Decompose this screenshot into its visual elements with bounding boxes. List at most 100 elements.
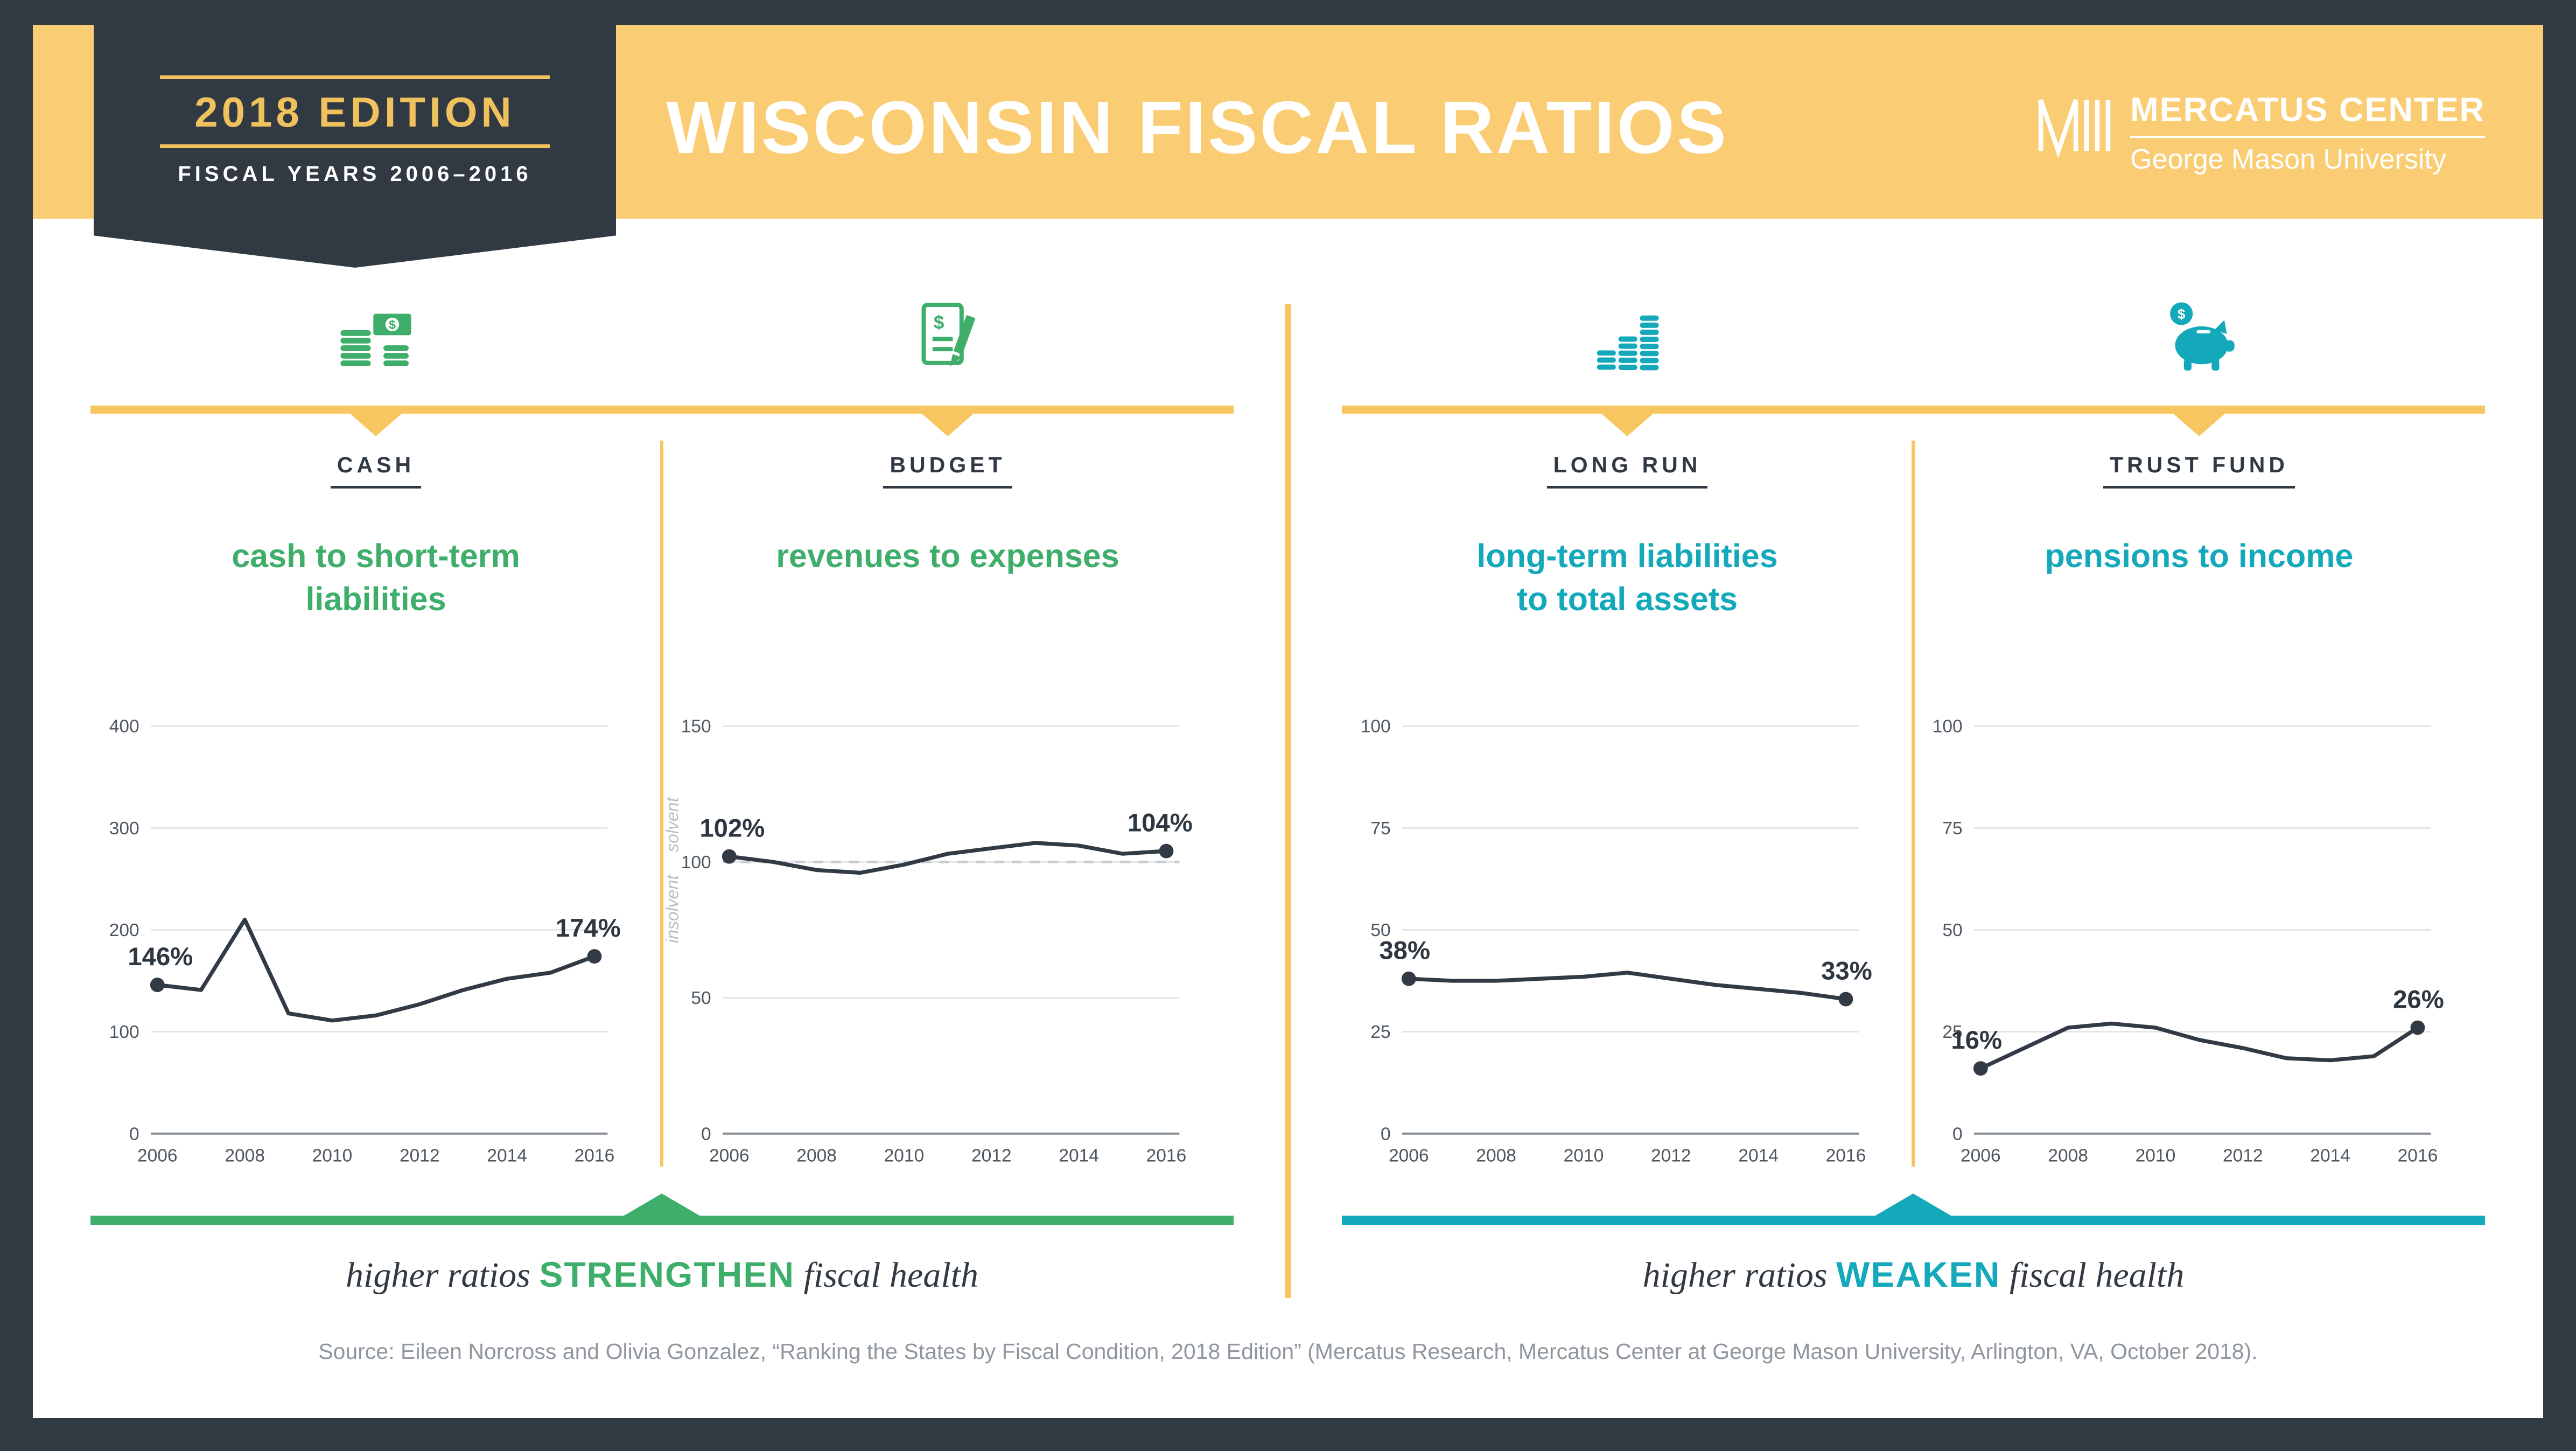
- svg-text:146%: 146%: [128, 943, 193, 971]
- svg-text:insolvent: insolvent: [663, 875, 682, 943]
- panel-long-run: LONG RUN long-term liabilities to total …: [1342, 291, 1913, 1250]
- source-citation: Source: Eileen Norcross and Olivia Gonza…: [318, 1339, 2258, 1364]
- long-run-chart: 0 25 50 75 100 2006 2008 2010 2012 2014 2016 38% 33%: [1361, 717, 1872, 1166]
- svg-text:400: 400: [109, 717, 139, 737]
- tagline-post: fiscal health: [795, 1255, 978, 1295]
- svg-text:100: 100: [1361, 717, 1391, 737]
- svg-text:2008: 2008: [225, 1146, 265, 1166]
- svg-text:200: 200: [109, 920, 139, 940]
- budget-document-icon: $: [921, 303, 976, 367]
- svg-text:2012: 2012: [1651, 1146, 1691, 1166]
- svg-text:0: 0: [701, 1124, 711, 1144]
- svg-text:2006: 2006: [137, 1146, 178, 1166]
- top-rule-left: [90, 406, 1234, 414]
- svg-text:$: $: [389, 318, 396, 332]
- chevron-down-icon: [922, 414, 974, 436]
- tagline-pre: higher ratios: [1642, 1255, 1837, 1295]
- svg-text:25: 25: [1942, 1022, 1962, 1042]
- kicker-budget: BUDGET: [662, 452, 1233, 489]
- logo-gmu-label: George Mason University: [2130, 144, 2446, 175]
- svg-text:2016: 2016: [2398, 1146, 2438, 1166]
- weaken-bar: [1342, 1216, 2485, 1225]
- svg-text:0: 0: [1952, 1124, 1963, 1144]
- svg-text:300: 300: [109, 819, 139, 839]
- svg-text:150: 150: [681, 717, 711, 737]
- trust-fund-chart: 0 25 50 75 100 2006 2008 2010 2012 2014 2016 16% 26%: [1933, 717, 2444, 1166]
- chevron-down-icon: [1601, 414, 1653, 436]
- svg-text:$: $: [2178, 307, 2185, 322]
- svg-text:2012: 2012: [400, 1146, 440, 1166]
- svg-text:100: 100: [1933, 717, 1963, 737]
- svg-text:2016: 2016: [1826, 1146, 1866, 1166]
- chevron-down-icon: [2173, 414, 2225, 436]
- fiscal-years-label: FISCAL YEARS 2006–2016: [178, 162, 532, 186]
- svg-text:50: 50: [1370, 920, 1390, 940]
- svg-text:2014: 2014: [1059, 1146, 1099, 1166]
- panel-cash: $ CASH cash to short-term liabilities 0 1…: [90, 291, 661, 1250]
- svg-text:2012: 2012: [2223, 1146, 2263, 1166]
- panel-budget: $ BUDGET revenues to expenses 0 50 100 150 2…: [662, 291, 1233, 1250]
- svg-text:2014: 2014: [487, 1146, 527, 1166]
- tagline-emphasis: STRENGTHEN: [539, 1254, 795, 1294]
- kicker-long-run: LONG RUN: [1342, 452, 1913, 489]
- svg-text:2010: 2010: [312, 1146, 353, 1166]
- cash-chart: 0 100 200 300 400 2006 2008 2010 2012 2014 2016 146…: [109, 717, 621, 1166]
- tagline-pre: higher ratios: [345, 1255, 540, 1295]
- svg-text:0: 0: [129, 1124, 139, 1144]
- coin-stacks-chart-icon: [1597, 315, 1659, 371]
- svg-text:2010: 2010: [1564, 1146, 1604, 1166]
- page-title: WISCONSIN FISCAL RATIOS: [666, 86, 1728, 169]
- mercatus-logo-mark: [2038, 99, 2111, 158]
- weaken-tagline: higher ratios WEAKEN fiscal health: [1342, 1254, 2485, 1296]
- svg-text:33%: 33%: [1821, 957, 1872, 985]
- divider-longrun-trustfund: [1912, 441, 1915, 1167]
- svg-text:2014: 2014: [2310, 1146, 2350, 1166]
- svg-text:100: 100: [109, 1022, 139, 1042]
- chevron-up-icon: [1874, 1194, 1952, 1216]
- svg-text:100: 100: [681, 853, 711, 873]
- edition-badge: 2018 EDITION FISCAL YEARS 2006–2016: [94, 0, 616, 268]
- svg-text:0: 0: [1381, 1124, 1391, 1144]
- tagline-emphasis: WEAKEN: [1836, 1254, 2001, 1294]
- tagline-post: fiscal health: [2000, 1255, 2185, 1295]
- kicker-trust-fund: TRUST FUND: [1914, 452, 2484, 489]
- svg-text:$: $: [934, 312, 944, 333]
- strengthen-bar: [90, 1216, 1234, 1225]
- svg-text:16%: 16%: [1951, 1026, 2002, 1055]
- svg-text:26%: 26%: [2393, 985, 2444, 1014]
- svg-text:2016: 2016: [1146, 1146, 1187, 1166]
- svg-text:2008: 2008: [796, 1146, 837, 1166]
- svg-text:75: 75: [1942, 819, 1962, 839]
- chart-title-trust-fund: pensions to income: [2045, 538, 2354, 574]
- strengthen-tagline: higher ratios STRENGTHEN fiscal health: [90, 1254, 1234, 1296]
- badge-rule-bottom: [160, 144, 550, 148]
- svg-text:174%: 174%: [556, 914, 621, 943]
- divider-cash-budget: [660, 441, 663, 1167]
- svg-text:2010: 2010: [2136, 1146, 2176, 1166]
- chart-title-budget: revenues to expenses: [776, 538, 1119, 574]
- svg-text:2006: 2006: [709, 1146, 750, 1166]
- svg-text:102%: 102%: [699, 814, 765, 843]
- svg-text:solvent: solvent: [663, 797, 682, 852]
- svg-text:50: 50: [691, 988, 711, 1008]
- svg-text:2012: 2012: [971, 1146, 1012, 1166]
- svg-text:2016: 2016: [575, 1146, 615, 1166]
- chart-title-long-run: long-term liabilities to total assets: [1476, 538, 1778, 617]
- svg-text:2014: 2014: [1738, 1146, 1779, 1166]
- mercatus-logo: MERCATUS CENTER George Mason University: [2035, 90, 2485, 176]
- top-rule-right: [1342, 406, 2485, 414]
- logo-mercatus-center-label: MERCATUS CENTER: [2130, 90, 2485, 138]
- chevron-down-icon: [350, 414, 402, 436]
- svg-text:2008: 2008: [2048, 1146, 2088, 1166]
- svg-text:2006: 2006: [1389, 1146, 1429, 1166]
- svg-text:2008: 2008: [1476, 1146, 1516, 1166]
- divider-center: [1285, 304, 1291, 1298]
- kicker-cash: CASH: [90, 452, 661, 489]
- coins-and-banknote-icon: $: [340, 313, 411, 366]
- svg-text:2010: 2010: [884, 1146, 925, 1166]
- budget-chart: 0 50 100 150 2006 2008 2010 2012 2014 2016 solvent…: [663, 717, 1193, 1166]
- svg-text:104%: 104%: [1128, 808, 1193, 837]
- svg-text:2006: 2006: [1961, 1146, 2001, 1166]
- badge-rule-top: [160, 75, 550, 79]
